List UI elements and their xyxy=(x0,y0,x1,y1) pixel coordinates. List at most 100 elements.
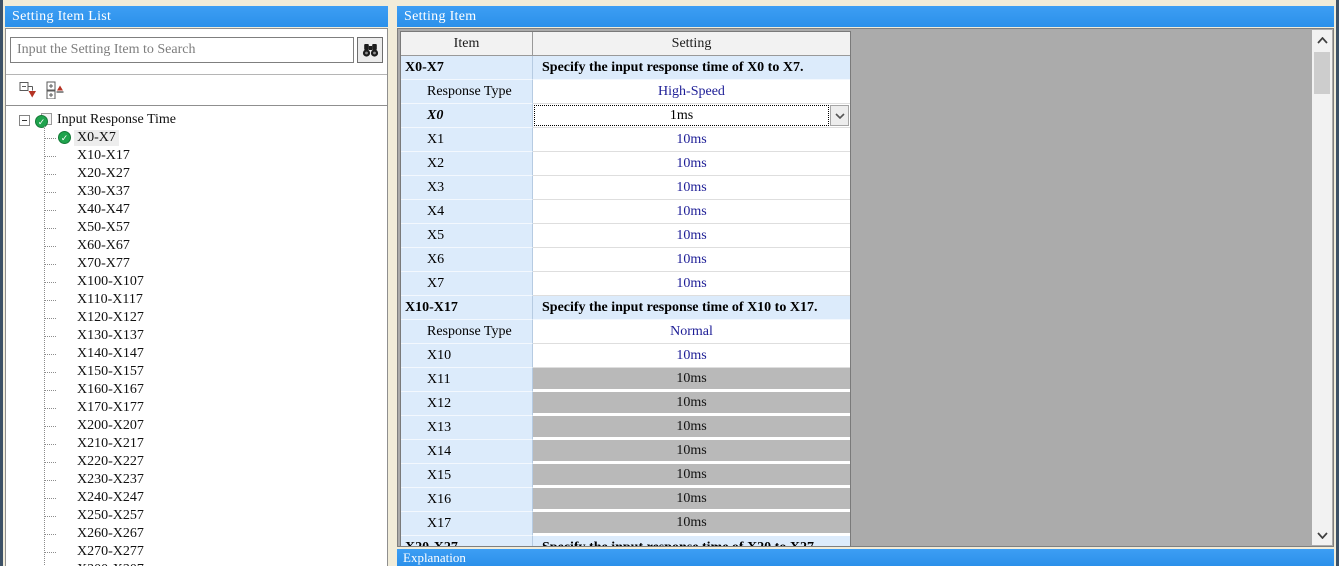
search-input[interactable] xyxy=(10,37,354,63)
tree-item[interactable]: X260-X267 xyxy=(38,525,387,543)
setting-cell[interactable]: 10ms 10ms xyxy=(533,152,850,176)
item-cell[interactable]: X11 xyxy=(401,368,533,392)
table-row[interactable]: X14 10ms 10ms xyxy=(401,440,850,464)
tree-item[interactable]: X240-X247 xyxy=(38,489,387,507)
setting-cell[interactable]: 10ms 10ms xyxy=(533,344,850,368)
item-cell[interactable]: Response Type xyxy=(401,320,533,344)
setting-cell[interactable]: 10ms 10ms xyxy=(533,272,850,296)
setting-cell[interactable]: 10ms 10ms xyxy=(533,200,850,224)
setting-cell[interactable]: High-Speed High-Speed xyxy=(533,80,850,104)
tree-item[interactable]: X0-X7 xyxy=(38,129,387,147)
tree-item[interactable]: X150-X157 xyxy=(38,363,387,381)
tree-item[interactable]: X50-X57 xyxy=(38,219,387,237)
combobox-dropdown-button[interactable] xyxy=(830,105,849,126)
tree-item[interactable]: X40-X47 xyxy=(38,201,387,219)
tree-item[interactable]: X270-X277 xyxy=(38,543,387,561)
item-cell[interactable]: X10-X17 xyxy=(401,296,533,320)
table-row[interactable]: X11 10ms 10ms xyxy=(401,368,850,392)
item-cell[interactable]: X1 xyxy=(401,128,533,152)
scroll-down-button[interactable] xyxy=(1312,526,1332,544)
setting-cell[interactable]: 10ms 10ms xyxy=(533,440,850,464)
table-row[interactable]: X6 10ms 10ms xyxy=(401,248,850,272)
item-cell[interactable]: X16 xyxy=(401,488,533,512)
setting-cell[interactable]: 10ms 10ms xyxy=(533,176,850,200)
setting-combobox[interactable]: 1ms xyxy=(534,105,849,126)
tree-item[interactable]: X250-X257 xyxy=(38,507,387,525)
setting-cell[interactable]: 10ms 10ms xyxy=(533,512,850,536)
setting-cell[interactable]: 10ms 10ms xyxy=(533,368,850,392)
setting-cell[interactable]: 1ms 1ms xyxy=(533,104,850,128)
table-row[interactable]: X2 10ms 10ms xyxy=(401,152,850,176)
tree-item[interactable]: X210-X217 xyxy=(38,435,387,453)
setting-cell[interactable]: 10ms 10ms xyxy=(533,488,850,512)
tree-item[interactable]: X200-X207 xyxy=(38,417,387,435)
item-cell[interactable]: X0-X7 xyxy=(401,56,533,80)
table-row[interactable]: X20-X27 Specify the input response time … xyxy=(401,536,850,546)
item-cell[interactable]: X20-X27 xyxy=(401,536,533,546)
tree-item[interactable]: X230-X237 xyxy=(38,471,387,489)
expand-all-button[interactable] xyxy=(45,80,65,100)
tree-item[interactable]: X140-X147 xyxy=(38,345,387,363)
tree-item[interactable]: X30-X37 xyxy=(38,183,387,201)
setting-cell[interactable]: Specify the input response time of X20 t… xyxy=(533,536,850,546)
tree-item[interactable]: X160-X167 xyxy=(38,381,387,399)
item-cell[interactable]: X5 xyxy=(401,224,533,248)
item-cell[interactable]: X7 xyxy=(401,272,533,296)
item-cell[interactable]: X6 xyxy=(401,248,533,272)
tree-item[interactable]: X100-X107 xyxy=(38,273,387,291)
tree-item[interactable]: X20-X27 xyxy=(38,165,387,183)
table-row[interactable]: X10-X17 Specify the input response time … xyxy=(401,296,850,320)
setting-cell[interactable]: Specify the input response time of X0 to… xyxy=(533,56,850,80)
table-row[interactable]: X17 10ms 10ms xyxy=(401,512,850,536)
tree-item[interactable]: X170-X177 xyxy=(38,399,387,417)
table-row[interactable]: X13 10ms 10ms xyxy=(401,416,850,440)
item-cell[interactable]: X13 xyxy=(401,416,533,440)
tree-collapse-toggle-icon[interactable] xyxy=(19,114,30,126)
setting-cell[interactable]: 10ms 10ms xyxy=(533,392,850,416)
item-cell[interactable]: X12 xyxy=(401,392,533,416)
table-row[interactable]: X5 10ms 10ms xyxy=(401,224,850,248)
tree-item[interactable]: X70-X77 xyxy=(38,255,387,273)
table-row[interactable]: X3 10ms 10ms xyxy=(401,176,850,200)
table-row[interactable]: X15 10ms 10ms xyxy=(401,464,850,488)
setting-cell[interactable]: Normal Normal xyxy=(533,320,850,344)
setting-cell[interactable]: Specify the input response time of X10 t… xyxy=(533,296,850,320)
table-row[interactable]: X4 10ms 10ms xyxy=(401,200,850,224)
tree-item[interactable]: X220-X227 xyxy=(38,453,387,471)
setting-cell[interactable]: 10ms 10ms xyxy=(533,224,850,248)
setting-cell[interactable]: 10ms 10ms xyxy=(533,416,850,440)
tree-item[interactable]: X110-X117 xyxy=(38,291,387,309)
table-row[interactable]: X1 10ms 10ms xyxy=(401,128,850,152)
table-row[interactable]: X0 1ms 1ms xyxy=(401,104,850,128)
table-row[interactable]: Response Type Normal Normal xyxy=(401,320,850,344)
table-row[interactable]: X7 10ms 10ms xyxy=(401,272,850,296)
tree-item[interactable]: X120-X127 xyxy=(38,309,387,327)
item-cell[interactable]: X0 xyxy=(401,104,533,128)
table-row[interactable]: X16 10ms 10ms xyxy=(401,488,850,512)
item-cell[interactable]: X15 xyxy=(401,464,533,488)
setting-cell[interactable]: 10ms 10ms xyxy=(533,128,850,152)
collapse-all-button[interactable] xyxy=(18,80,38,100)
tree-root-item[interactable]: Input Response Time xyxy=(6,111,387,129)
item-cell[interactable]: X17 xyxy=(401,512,533,536)
item-cell[interactable]: X10 xyxy=(401,344,533,368)
tree-item[interactable]: X300-X307 xyxy=(38,561,387,566)
table-row[interactable]: X12 10ms 10ms xyxy=(401,392,850,416)
search-button[interactable] xyxy=(357,37,383,63)
tree-item[interactable]: X130-X137 xyxy=(38,327,387,345)
setting-cell[interactable]: 10ms 10ms xyxy=(533,464,850,488)
item-cell[interactable]: X14 xyxy=(401,440,533,464)
item-cell[interactable]: X4 xyxy=(401,200,533,224)
setting-cell[interactable]: 10ms 10ms xyxy=(533,248,850,272)
vertical-scrollbar[interactable] xyxy=(1312,30,1332,545)
item-cell[interactable]: X2 xyxy=(401,152,533,176)
tree-item[interactable]: X10-X17 xyxy=(38,147,387,165)
item-cell[interactable]: Response Type xyxy=(401,80,533,104)
table-row[interactable]: Response Type High-Speed High-Speed xyxy=(401,80,850,104)
item-cell[interactable]: X3 xyxy=(401,176,533,200)
table-row[interactable]: X10 10ms 10ms xyxy=(401,344,850,368)
scrollbar-thumb[interactable] xyxy=(1314,52,1330,94)
scroll-up-button[interactable] xyxy=(1312,31,1332,49)
tree-item[interactable]: X60-X67 xyxy=(38,237,387,255)
table-row[interactable]: X0-X7 Specify the input response time of… xyxy=(401,56,850,80)
